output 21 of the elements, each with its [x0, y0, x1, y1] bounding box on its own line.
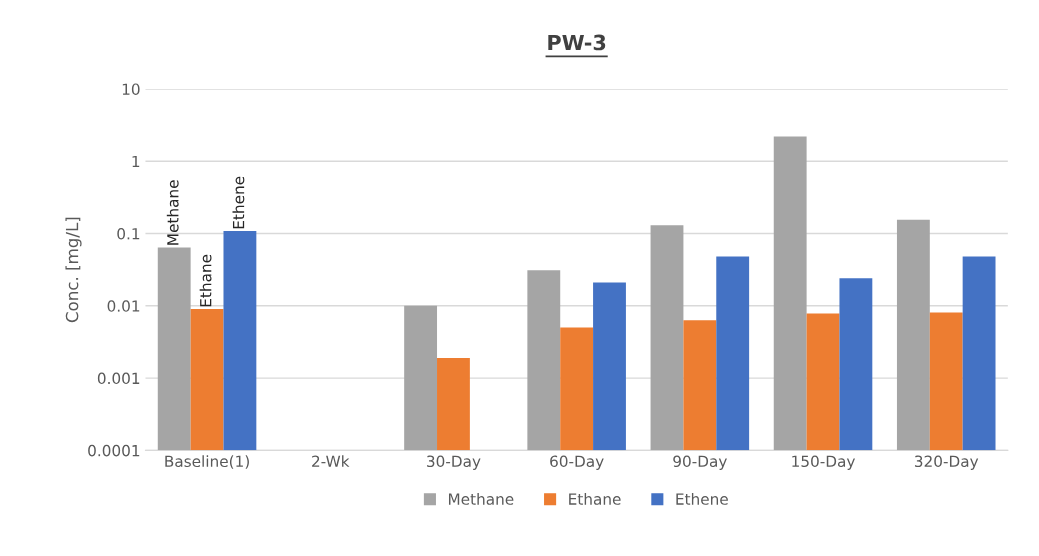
x-tick-label: 30-Day — [427, 455, 481, 471]
y-tick-label: 0.1 — [117, 227, 140, 240]
y-tick-label: 0.001 — [97, 372, 140, 385]
x-tick-label: 2-Wk — [312, 455, 350, 467]
y-axis-title: Conc. [mg/L] — [65, 217, 82, 323]
legend-label: Methane — [448, 493, 514, 505]
y-tick-label: 0.01 — [107, 300, 140, 312]
x-tick-label: 90-Day — [673, 455, 727, 471]
chart-title: PW-3 — [548, 34, 606, 51]
annotation: Ethane — [199, 254, 212, 307]
y-tick-label: 10 — [122, 83, 140, 95]
x-tick-label: 320-Day — [914, 455, 979, 471]
x-tick-label: 60-Day — [550, 455, 604, 471]
legend-label: Ethane — [569, 493, 621, 505]
annotation: Methane — [166, 180, 179, 245]
legend-label: Ethene — [676, 493, 728, 505]
annotation: Ethene — [232, 176, 245, 229]
x-tick-label: Baseline(1) — [165, 455, 249, 469]
y-tick-label: 1 — [132, 155, 140, 168]
x-tick-label: 150-Day — [792, 455, 855, 471]
y-tick-label: 0.0001 — [88, 444, 140, 457]
